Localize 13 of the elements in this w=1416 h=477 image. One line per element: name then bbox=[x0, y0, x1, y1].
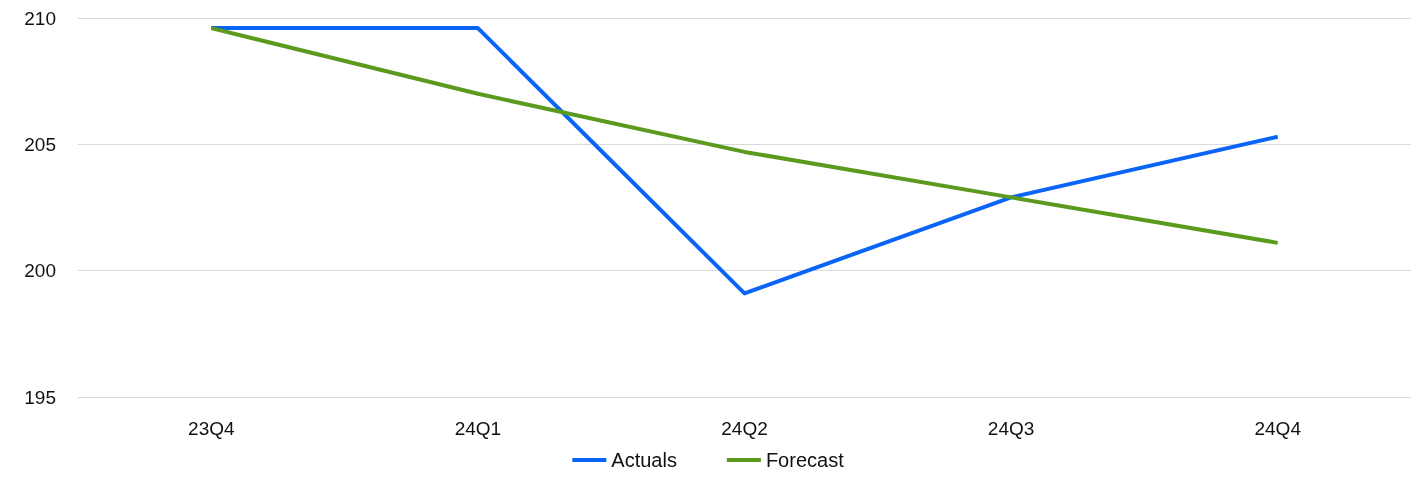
y-tick-label: 200 bbox=[24, 260, 56, 282]
legend-label: Actuals bbox=[611, 449, 677, 471]
x-tick-label: 24Q4 bbox=[1254, 418, 1302, 439]
y-tick-label: 195 bbox=[24, 386, 56, 408]
x-tick-label: 23Q4 bbox=[188, 418, 235, 439]
line-series bbox=[209, 26, 1280, 296]
x-tick-label: 24Q3 bbox=[987, 418, 1035, 439]
legend-label: Forecast bbox=[765, 449, 845, 471]
x-tick-label: 24Q2 bbox=[721, 418, 768, 439]
line-series bbox=[209, 26, 1280, 245]
y-tick-label: 205 bbox=[24, 133, 56, 155]
y-tick-label: 210 bbox=[24, 7, 56, 29]
x-tick-label: 24Q1 bbox=[454, 418, 502, 439]
